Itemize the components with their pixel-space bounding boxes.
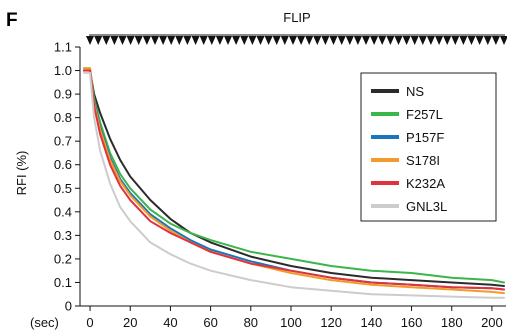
x-tick-label: 0	[86, 315, 93, 330]
flip-marker-triangle	[313, 36, 322, 45]
flip-marker-triangle	[207, 36, 216, 45]
x-tick-label: 20	[123, 315, 137, 330]
flip-marker-triangle	[370, 36, 379, 45]
y-tick-label: 0	[65, 299, 72, 314]
legend-items: NS F257L P157F S178I K232A GNL3L	[371, 84, 447, 214]
y-tick-label: 0.9	[54, 87, 72, 102]
flip-marker-triangle	[491, 36, 500, 45]
y-tick-label: 0.7	[54, 134, 72, 149]
series-line-k232a	[83, 69, 505, 291]
flip-marker-triangle	[264, 36, 273, 45]
flip-marker-triangle	[134, 36, 143, 45]
flip-marker-triangle	[175, 36, 184, 45]
series-line-f257l	[83, 67, 505, 284]
legend-box	[360, 72, 497, 222]
x-tick-label: 140	[361, 315, 383, 330]
y-tick-label: 0.5	[54, 181, 72, 196]
axes	[79, 47, 506, 307]
x-tick-label: 200	[481, 315, 503, 330]
flip-marker-triangle	[329, 36, 338, 45]
flip-marker-triangle	[410, 36, 419, 45]
flip-marker-triangle	[378, 36, 387, 45]
series-lines	[83, 67, 505, 299]
y-ticks: 0 0.1 0.2 0.3 0.4 0.5 0.6 0.7 0.8 0.9 1.0 1.1	[54, 40, 80, 314]
y-tick-label: 1.0	[54, 63, 72, 78]
flip-marker-triangle	[224, 36, 232, 45]
flip-marker-triangle	[386, 36, 395, 45]
legend-label: P157F	[406, 130, 444, 145]
legend-label: GNL3L	[406, 199, 447, 214]
flip-marker-triangle	[240, 36, 249, 45]
flip-marker-triangle	[183, 36, 192, 45]
x-tick-label: 100	[280, 315, 302, 330]
x-tick-label: 40	[163, 315, 177, 330]
flip-marker-triangle	[451, 36, 460, 45]
flip-marker-triangle	[118, 36, 127, 45]
flip-marker-triangle	[345, 36, 354, 45]
y-tick-label: 0.6	[54, 157, 72, 172]
flip-marker-triangle	[305, 36, 314, 45]
y-tick-label: 0.8	[54, 110, 72, 125]
y-tick-label: 0.1	[54, 275, 72, 290]
flip-marker-triangle	[232, 36, 241, 45]
flip-marker-triangle	[500, 36, 507, 45]
flip-marker-triangle	[256, 36, 265, 45]
x-tick-label: 80	[244, 315, 258, 330]
flip-marker-triangle	[126, 36, 135, 45]
flip-marker-triangle	[362, 36, 370, 45]
flip-marker-triangle	[151, 36, 159, 45]
flip-marker-triangle	[467, 36, 476, 45]
legend: NS F257L P157F S178I K232A GNL3L	[360, 72, 497, 222]
flip-marker-triangle	[215, 36, 224, 45]
flip-marker-triangle	[159, 36, 168, 45]
x-tick-label: 180	[441, 315, 463, 330]
x-axis-unit-label: (sec)	[30, 315, 59, 330]
y-tick-label: 0.2	[54, 251, 72, 266]
panel-label: F	[6, 10, 18, 31]
flip-marker-triangle	[426, 36, 435, 45]
legend-label: K232A	[406, 176, 445, 191]
flip-marker-triangle	[394, 36, 403, 45]
flip-marker-triangle	[483, 36, 492, 45]
x-tick-label: 60	[203, 315, 217, 330]
legend-label: F257L	[406, 107, 443, 122]
y-tick-label: 0.4	[54, 204, 72, 219]
y-tick-label: 1.1	[54, 40, 72, 55]
flip-marker-triangle	[289, 36, 297, 45]
flip-marker-triangle	[321, 36, 330, 45]
y-axis-title: RFI (%)	[14, 151, 29, 196]
x-tick-label: 160	[401, 315, 423, 330]
flip-marker-triangle	[86, 36, 94, 45]
x-tick-label: 120	[320, 315, 342, 330]
flip-markers	[86, 34, 507, 45]
x-ticks: 0 20 40 60 80 100 120 140 160 180 200	[86, 306, 503, 330]
flip-marker-triangle	[337, 36, 346, 45]
flip-marker-triangle	[435, 36, 444, 45]
flip-annotation-label: FLIP	[283, 10, 310, 25]
flip-marker-triangle	[199, 36, 208, 45]
flip-marker-triangle	[280, 36, 289, 45]
flip-marker-triangle	[167, 36, 176, 45]
flip-marker-triangle	[459, 36, 468, 45]
flip-marker-triangle	[248, 36, 257, 45]
flip-marker-triangle	[94, 36, 103, 45]
flip-marker-triangle	[475, 36, 484, 45]
flip-marker-triangle	[402, 36, 411, 45]
legend-label: NS	[406, 84, 424, 99]
flip-marker-triangle	[297, 36, 306, 45]
flip-marker-triangle	[443, 36, 452, 45]
flip-marker-triangle	[191, 36, 200, 45]
flip-marker-triangle	[142, 36, 151, 45]
y-tick-label: 0.3	[54, 228, 72, 243]
series-line-gnl3l	[83, 71, 505, 299]
flip-marker-triangle	[353, 36, 362, 45]
flip-marker-triangle	[418, 36, 427, 45]
flip-marker-triangle	[110, 36, 119, 45]
flip-marker-triangle	[272, 36, 281, 45]
legend-label: S178I	[406, 153, 440, 168]
flip-marker-triangle	[102, 36, 111, 45]
